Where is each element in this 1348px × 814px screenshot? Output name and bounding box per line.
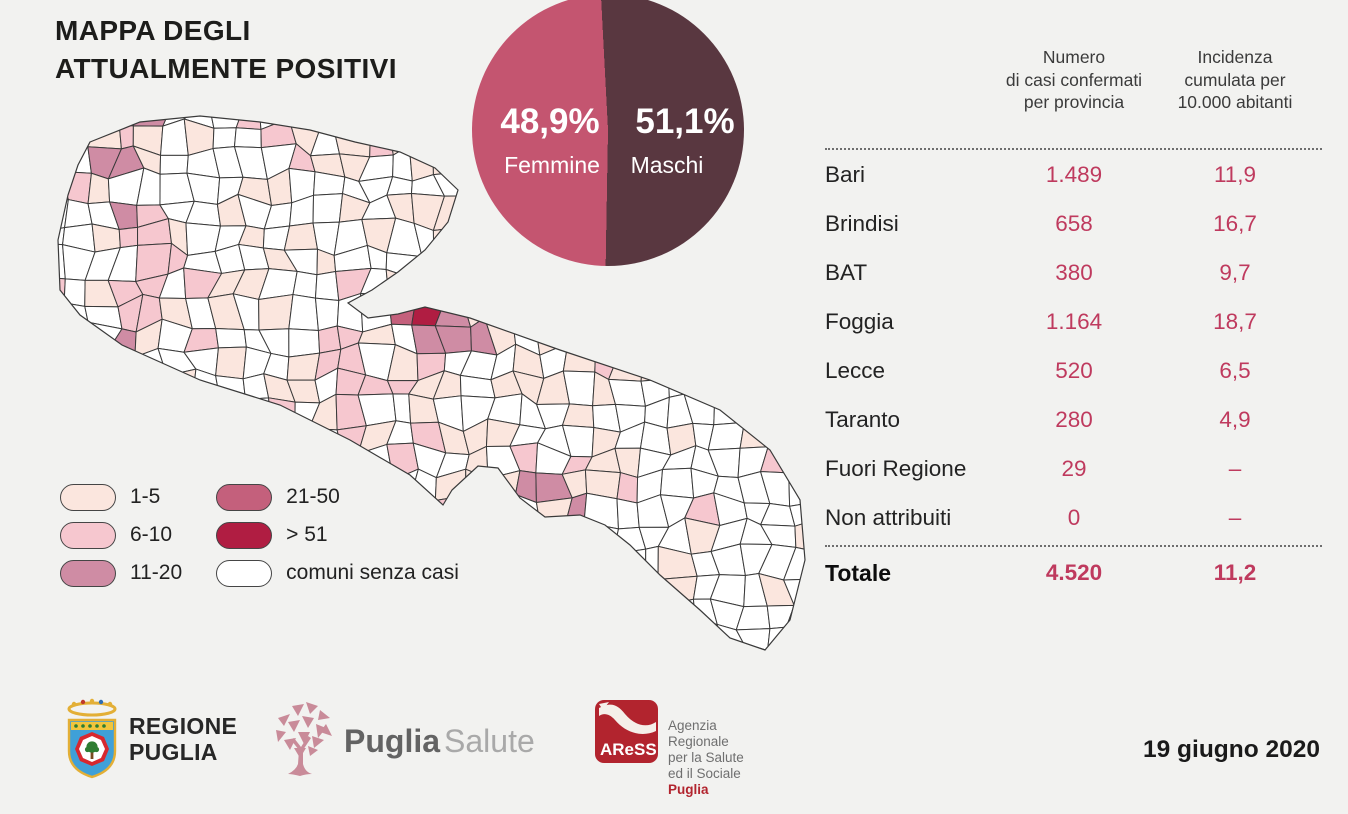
header-incidence: Incidenza cumulata per 10.000 abitanti xyxy=(1177,47,1293,112)
legend-swatch-6-10 xyxy=(60,521,116,549)
table-row-total: Totale 4.520 11,2 xyxy=(825,547,1322,599)
legend-swatch-1-5 xyxy=(60,483,116,511)
regione-puglia-wordmark: REGIONE PUGLIA xyxy=(129,713,238,765)
total-cases: 4.520 xyxy=(1045,560,1103,585)
legend-label: 6-10 xyxy=(130,523,173,546)
aress-description: Agenzia Regionale per la Salute ed il So… xyxy=(668,702,744,814)
aress-description-lines: Agenzia Regionale per la Salute ed il So… xyxy=(668,718,744,781)
table-row: Fuori Regione 29 – xyxy=(825,444,1322,493)
report-date: 19 giugno 2020 xyxy=(1142,736,1320,763)
legend-swatch-21-50 xyxy=(216,483,273,511)
puglia-choropleth-map xyxy=(57,115,806,651)
puglia-salute-light: Salute xyxy=(444,723,535,759)
row-label: Foggia xyxy=(825,308,894,334)
row-label: Taranto xyxy=(825,406,901,432)
legend-item-1-5: 1-5 xyxy=(60,478,182,516)
row-cases: 1.164 xyxy=(1045,308,1103,334)
row-incidence: 11,9 xyxy=(1213,161,1257,187)
pie-female-percentage: 48,9% xyxy=(500,102,600,141)
infographic-canvas: { "title": {"text": "MAPPA DEGLI\nATTUAL… xyxy=(55,0,1322,797)
legend-swatch-over-51 xyxy=(216,521,273,549)
map-legend: 1-5 6-10 11-20 21-50 > 51 comuni senza c… xyxy=(60,478,459,592)
dotted-divider xyxy=(825,545,1322,547)
legend-label: 11-20 xyxy=(130,561,183,584)
row-label: Brindisi xyxy=(825,210,899,236)
table-row: Bari 1.489 11,9 xyxy=(825,150,1322,199)
legend-column-left: 1-5 6-10 11-20 xyxy=(60,478,182,592)
page-title: MAPPA DEGLI ATTUALMENTE POSITIVI xyxy=(55,15,397,84)
legend-label: comuni senza casi xyxy=(286,561,459,584)
row-cases: 29 xyxy=(1061,455,1087,481)
row-label: Fuori Regione xyxy=(825,455,967,481)
gender-pie: 48,9% Femmine 51,1% Maschi xyxy=(472,0,744,266)
province-table: Numero di casi confermati per provincia … xyxy=(825,40,1322,599)
legend-item-6-10: 6-10 xyxy=(60,516,182,554)
legend-swatch-no-cases xyxy=(216,559,273,587)
row-incidence: 18,7 xyxy=(1213,308,1257,334)
row-cases: 280 xyxy=(1055,406,1093,432)
pie-male-label: Maschi xyxy=(630,152,704,178)
legend-item-over-51: > 51 xyxy=(216,516,459,554)
total-incidence: 11,2 xyxy=(1213,560,1257,585)
row-cases: 520 xyxy=(1055,357,1093,383)
row-incidence: 4,9 xyxy=(1219,406,1251,432)
legend-label: 1-5 xyxy=(130,485,161,508)
table-row: Lecce 520 6,5 xyxy=(825,346,1322,395)
puglia-salute-bold: Puglia xyxy=(344,723,441,759)
legend-item-no-cases: comuni senza casi xyxy=(216,554,459,592)
puglia-salute-wordmark: Puglia Salute xyxy=(344,723,535,760)
row-cases: 0 xyxy=(1067,504,1081,530)
legend-swatch-11-20 xyxy=(60,559,116,587)
table-row: Taranto 280 4,9 xyxy=(825,395,1322,444)
puglia-salute-tree-icon xyxy=(276,702,332,776)
row-label: Bari xyxy=(825,161,866,187)
total-label: Totale xyxy=(825,559,892,586)
legend-item-11-20: 11-20 xyxy=(60,554,182,592)
row-incidence: 16,7 xyxy=(1213,210,1257,236)
row-cases: 380 xyxy=(1055,259,1093,285)
header-spacer xyxy=(825,40,1000,46)
header-cases: Numero di casi confermati per provincia xyxy=(1005,47,1143,112)
row-incidence: – xyxy=(1228,504,1242,530)
table-row: Brindisi 658 16,7 xyxy=(825,199,1322,248)
row-incidence: – xyxy=(1228,455,1242,481)
pie-female-label: Femmine xyxy=(504,152,600,178)
table-row: Foggia 1.164 18,7 xyxy=(825,297,1322,346)
row-cases: 1.489 xyxy=(1045,161,1103,187)
row-incidence: 6,5 xyxy=(1219,357,1251,383)
legend-label: > 51 xyxy=(286,523,328,546)
table-row: Non attribuiti 0 – xyxy=(825,493,1322,542)
row-label: BAT xyxy=(825,259,868,285)
legend-label: 21-50 xyxy=(286,485,340,508)
row-incidence: 9,7 xyxy=(1219,259,1251,285)
legend-item-21-50: 21-50 xyxy=(216,478,459,516)
row-label: Non attribuiti xyxy=(825,504,952,530)
aress-accent: Puglia xyxy=(668,782,709,797)
aress-logo-text: AReSS xyxy=(600,740,657,759)
table-row: BAT 380 9,7 xyxy=(825,248,1322,297)
row-label: Lecce xyxy=(825,357,886,383)
row-cases: 658 xyxy=(1055,210,1093,236)
table-header: Numero di casi confermati per provincia … xyxy=(825,40,1322,150)
pie-male-percentage: 51,1% xyxy=(635,102,735,141)
aress-logo-icon: AReSS xyxy=(595,700,658,763)
legend-column-right: 21-50 > 51 comuni senza casi xyxy=(216,478,459,592)
regione-puglia-crest-icon xyxy=(67,698,117,779)
